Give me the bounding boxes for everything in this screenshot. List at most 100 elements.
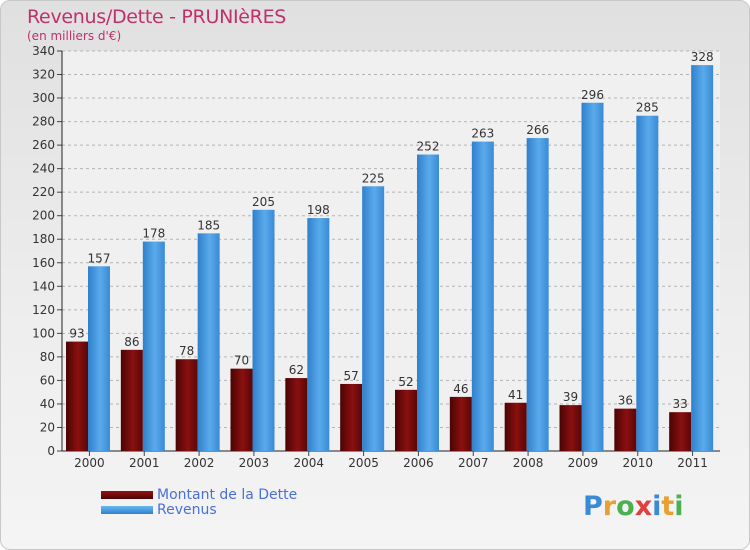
x-tick-label: 2000: [74, 456, 105, 470]
logo-letter: i: [652, 491, 662, 522]
data-label-revenue: 157: [88, 251, 111, 265]
data-label-revenue: 266: [526, 123, 549, 137]
bar-revenue: [88, 266, 110, 451]
chart-subtitle: (en milliers d'€): [27, 29, 122, 43]
bar-debt: [614, 408, 637, 451]
data-label-debt: 39: [563, 390, 578, 404]
y-tick-label: 160: [32, 256, 55, 270]
logo-letter: i: [674, 491, 684, 522]
bar-revenue: [471, 141, 494, 451]
bar-debt: [175, 359, 198, 451]
bar-debt: [230, 368, 253, 451]
x-tick-label: 2008: [513, 456, 544, 470]
bar-debt: [669, 412, 692, 451]
logo-letter: t: [661, 491, 675, 522]
y-tick-label: 240: [32, 162, 55, 176]
data-label-debt: 52: [398, 375, 413, 389]
data-label-revenue: 328: [691, 50, 714, 64]
data-label-debt: 33: [673, 397, 688, 411]
bar-revenue: [691, 65, 714, 451]
legend-label-revenue: Revenus: [157, 501, 217, 518]
data-label-revenue: 263: [471, 127, 494, 141]
bar-revenue: [142, 241, 165, 451]
bar-debt: [66, 341, 88, 451]
y-tick-label: 40: [40, 397, 55, 411]
legend-label-debt: Montant de la Dette: [157, 486, 298, 503]
x-tick-label: 2003: [239, 456, 270, 470]
y-tick-label: 140: [32, 279, 55, 293]
legend-swatch-revenue: [101, 505, 153, 514]
data-label-debt: 46: [453, 382, 468, 396]
logo-letter: x: [634, 491, 653, 522]
data-label-revenue: 205: [252, 195, 275, 209]
x-tick-label: 2001: [129, 456, 160, 470]
data-label-debt: 86: [124, 335, 139, 349]
y-tick-label: 320: [32, 68, 55, 82]
x-tick-label: 2011: [677, 456, 708, 470]
bar-debt: [340, 383, 363, 451]
data-label-debt: 57: [344, 369, 359, 383]
bar-debt: [120, 349, 143, 451]
bar-debt: [504, 402, 527, 451]
y-tick-label: 340: [32, 44, 55, 58]
bar-revenue: [362, 186, 385, 451]
data-label-revenue: 252: [417, 140, 440, 154]
data-label-debt: 41: [508, 388, 523, 402]
legend-item-revenue: Revenus: [101, 501, 297, 518]
x-tick-label: 2005: [348, 456, 379, 470]
logo-letter: P: [583, 491, 603, 522]
y-tick-label: 180: [32, 232, 55, 246]
y-tick-label: 280: [32, 115, 55, 129]
data-label-revenue: 225: [362, 171, 385, 185]
y-tick-label: 80: [40, 350, 55, 364]
y-tick-label: 260: [32, 138, 55, 152]
legend-swatch-debt: [101, 490, 153, 499]
data-label-debt: 62: [289, 363, 304, 377]
bar-revenue: [581, 102, 604, 451]
data-label-revenue: 198: [307, 203, 330, 217]
y-tick-label: 200: [32, 209, 55, 223]
data-label-revenue: 178: [142, 227, 165, 241]
x-tick-label: 2007: [458, 456, 489, 470]
data-label-debt: 36: [618, 394, 633, 408]
bar-debt: [395, 389, 417, 451]
data-label-revenue: 296: [581, 88, 604, 102]
logo-letter: o: [616, 491, 635, 522]
bar-debt: [285, 378, 308, 451]
proxiti-logo: Proxiti: [583, 491, 684, 522]
legend: Montant de la Dette Revenus: [101, 486, 298, 518]
bar-layer: [66, 65, 714, 452]
x-tick-label: 2006: [403, 456, 434, 470]
logo-letter: r: [602, 491, 617, 522]
data-label-revenue: 185: [197, 218, 220, 232]
bar-revenue: [417, 154, 439, 451]
chart-title: Revenus/Dette - PRUNIèRES: [27, 6, 287, 28]
y-tick-label: 20: [40, 420, 55, 434]
x-tick-label: 2010: [622, 456, 653, 470]
bar-revenue: [526, 138, 549, 451]
bar-revenue: [636, 115, 659, 452]
bar-revenue: [307, 218, 330, 451]
data-label-debt: 78: [179, 344, 194, 358]
bar-revenue: [252, 209, 275, 451]
y-tick-label: 220: [32, 185, 55, 199]
data-label-debt: 93: [69, 327, 84, 341]
bar-debt: [559, 405, 582, 451]
label-layer: 0 20 40 60 80 100 120 140 160 180 200 220 240 260 280 3…: [32, 44, 714, 470]
x-tick-label: 2009: [568, 456, 599, 470]
bar-revenue: [197, 233, 220, 451]
y-tick-label: 120: [32, 303, 55, 317]
plot-area: [62, 51, 720, 451]
data-label-revenue: 285: [636, 101, 659, 115]
y-tick-label: 100: [32, 326, 55, 340]
x-tick-label: 2004: [293, 456, 324, 470]
y-tick-label: 300: [32, 91, 55, 105]
x-tick-label: 2002: [184, 456, 215, 470]
bar-debt: [449, 396, 472, 451]
y-tick-label: 0: [47, 444, 55, 458]
data-label-debt: 70: [234, 354, 249, 368]
legend-item-debt: Montant de la Dette: [101, 486, 298, 503]
y-tick-label: 60: [40, 373, 55, 387]
